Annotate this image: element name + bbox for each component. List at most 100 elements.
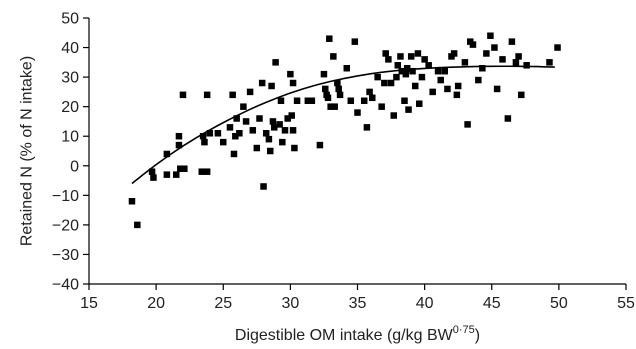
data-point — [288, 112, 295, 119]
data-point — [487, 32, 494, 39]
data-point — [326, 35, 333, 42]
y-tick-label: −40 — [52, 277, 79, 294]
data-point — [276, 121, 283, 128]
data-point — [320, 70, 328, 78]
data-point — [374, 73, 381, 81]
y-tick-label: 20 — [61, 99, 79, 116]
x-tick-label: 25 — [214, 295, 232, 312]
data-point — [461, 59, 469, 66]
data-point — [434, 67, 442, 75]
data-point — [265, 135, 273, 143]
data-point — [177, 165, 184, 172]
data-point — [289, 127, 297, 134]
data-point — [322, 85, 329, 93]
data-point — [232, 132, 239, 140]
data-point — [316, 141, 324, 149]
data-point — [240, 103, 247, 110]
data-point — [150, 174, 157, 181]
data-point — [330, 53, 337, 60]
data-point — [343, 64, 351, 72]
data-point — [260, 183, 267, 190]
y-tick-label: −20 — [52, 217, 79, 234]
y-tick-label: 40 — [61, 40, 79, 57]
data-point — [493, 85, 501, 93]
data-point — [421, 56, 428, 63]
data-point — [268, 82, 275, 90]
x-axis-ticks: 15 20 25 30 35 40 45 50 55 — [80, 284, 635, 312]
data-point — [546, 59, 553, 66]
data-point — [277, 97, 285, 105]
x-tick-label: 45 — [483, 295, 501, 312]
data-point — [287, 70, 294, 78]
y-tick-label: −10 — [52, 188, 79, 205]
data-point — [441, 67, 449, 75]
data-point — [199, 132, 207, 140]
x-tick-label: 15 — [80, 295, 98, 312]
x-axis-title-main: Digestible OM intake (g/kg BW — [235, 327, 454, 344]
y-tick-label: 30 — [61, 70, 79, 87]
data-point — [214, 130, 222, 137]
data-point — [369, 94, 376, 102]
data-point — [405, 106, 412, 113]
data-point — [163, 150, 171, 158]
data-point — [515, 53, 522, 60]
data-point — [198, 168, 206, 175]
data-point — [394, 62, 402, 69]
data-point — [203, 91, 211, 99]
data-point — [554, 44, 561, 51]
data-point — [411, 82, 419, 90]
data-point — [308, 97, 316, 105]
data-point — [453, 91, 461, 99]
data-point — [378, 103, 385, 110]
data-point — [464, 121, 471, 128]
data-point — [499, 56, 506, 63]
data-point — [401, 97, 408, 105]
data-point — [469, 41, 477, 48]
data-point — [397, 53, 404, 60]
x-tick-label: 55 — [617, 295, 635, 312]
data-point — [181, 165, 188, 172]
y-axis-ticks: 50 40 30 20 10 0 −10 −20 −30 −40 — [52, 11, 89, 294]
x-tick-label: 20 — [147, 295, 165, 312]
data-point — [334, 79, 341, 87]
data-point — [271, 124, 278, 131]
data-point — [269, 118, 277, 125]
data-point — [262, 130, 270, 137]
data-point — [304, 97, 312, 105]
data-point — [360, 97, 368, 105]
data-point — [479, 64, 486, 72]
data-point — [230, 150, 238, 158]
x-tick-label: 40 — [416, 295, 434, 312]
data-point — [414, 50, 422, 57]
data-point — [281, 127, 289, 134]
data-point — [381, 79, 388, 87]
y-axis-title: Retained N (% of N intake) — [19, 56, 36, 246]
data-point — [148, 168, 156, 175]
data-point — [279, 138, 286, 146]
data-point — [508, 38, 516, 45]
data-point — [398, 67, 406, 75]
data-point — [382, 50, 389, 57]
data-point — [236, 130, 243, 137]
fit-curve — [131, 65, 555, 185]
data-point — [393, 73, 400, 81]
data-point — [128, 197, 136, 205]
data-point — [242, 118, 250, 125]
data-point — [293, 97, 301, 105]
data-point — [409, 67, 416, 75]
y-tick-label: 0 — [70, 158, 79, 175]
data-point — [363, 124, 371, 131]
data-point — [324, 94, 332, 102]
data-point — [203, 168, 211, 175]
y-tick-label: −30 — [52, 247, 79, 264]
data-point — [444, 85, 451, 93]
data-point — [249, 127, 257, 134]
data-point — [284, 115, 291, 122]
data-point — [289, 79, 297, 87]
data-point — [387, 79, 395, 87]
data-point — [206, 130, 214, 137]
data-point — [407, 53, 415, 60]
data-point — [483, 50, 490, 57]
data-point — [246, 88, 254, 96]
